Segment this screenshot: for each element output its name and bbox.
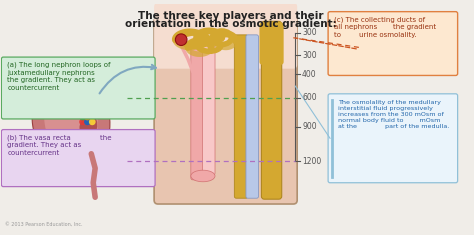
Bar <box>77 91 94 106</box>
Ellipse shape <box>32 69 110 170</box>
Text: 300: 300 <box>302 28 317 37</box>
FancyBboxPatch shape <box>261 21 282 199</box>
Text: © 2013 Pearson Education, Inc.: © 2013 Pearson Education, Inc. <box>5 222 83 227</box>
Text: 300: 300 <box>302 51 317 60</box>
Text: 1200: 1200 <box>302 157 321 166</box>
Ellipse shape <box>80 115 97 139</box>
Ellipse shape <box>191 170 215 182</box>
Text: The osmolality of the medullary
interstitial fluid progressively
increases from : The osmolality of the medullary intersti… <box>338 100 449 129</box>
FancyBboxPatch shape <box>1 129 155 187</box>
Text: The three key players and their: The three key players and their <box>138 11 323 21</box>
Circle shape <box>79 118 86 125</box>
FancyBboxPatch shape <box>1 57 155 119</box>
Circle shape <box>84 114 91 120</box>
FancyBboxPatch shape <box>259 22 283 65</box>
Text: orientation in the osmotic gradient:: orientation in the osmotic gradient: <box>125 20 337 29</box>
Circle shape <box>79 114 86 120</box>
Circle shape <box>89 118 96 125</box>
Text: (c) The collecting ducts of
all nephrons       the gradient
to        urine osmo: (c) The collecting ducts of all nephrons… <box>334 16 436 38</box>
Text: (b) The vasa recta             the
gradient. They act as
countercurrent: (b) The vasa recta the gradient. They ac… <box>7 134 112 156</box>
Bar <box>160 21 292 65</box>
Ellipse shape <box>44 82 98 157</box>
FancyBboxPatch shape <box>191 43 203 180</box>
Circle shape <box>175 34 187 46</box>
Text: 900: 900 <box>302 122 317 131</box>
Circle shape <box>84 118 91 125</box>
Text: (a) The long nephron loops of
juxtamedullary nephrons
the gradient. They act as
: (a) The long nephron loops of juxtamedul… <box>7 62 111 91</box>
FancyBboxPatch shape <box>246 35 258 198</box>
FancyBboxPatch shape <box>234 35 248 198</box>
FancyBboxPatch shape <box>154 3 297 69</box>
FancyBboxPatch shape <box>154 17 297 204</box>
FancyBboxPatch shape <box>328 94 457 183</box>
FancyBboxPatch shape <box>202 43 215 175</box>
Text: 400: 400 <box>302 70 317 79</box>
FancyBboxPatch shape <box>328 12 457 75</box>
Text: 600: 600 <box>302 93 317 102</box>
